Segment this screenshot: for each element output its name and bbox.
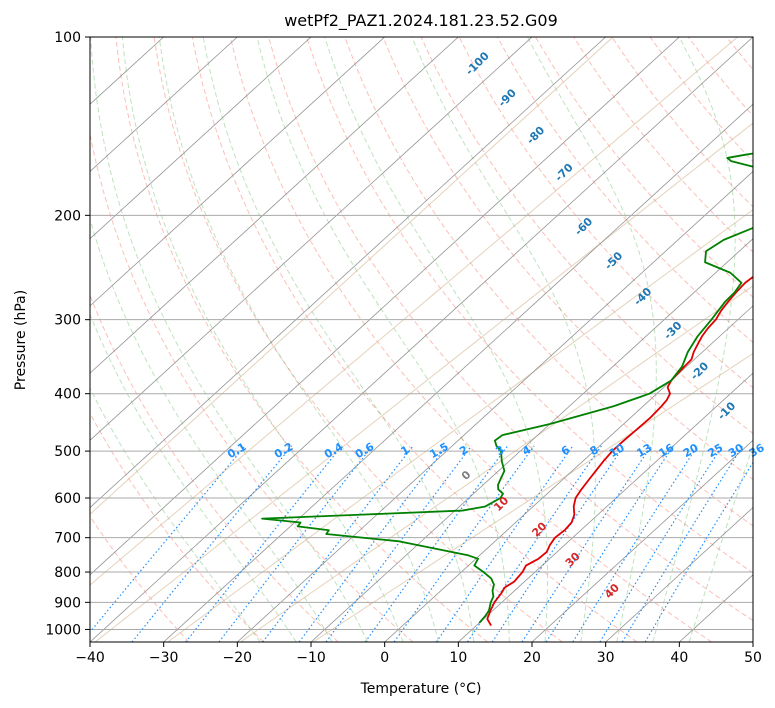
- x-tick-label: 30: [597, 650, 615, 666]
- moist-adiabat: [652, 37, 736, 642]
- y-tick-label: 300: [54, 313, 81, 329]
- dry-adiabat: [268, 37, 753, 622]
- isotherm: [90, 37, 606, 509]
- x-tick-label: −10: [296, 650, 326, 666]
- mixing-ratio-line: [298, 445, 448, 642]
- isotherm: [90, 37, 459, 374]
- mixing-ratio-line: [521, 445, 652, 642]
- isotherm: [237, 170, 753, 642]
- mixing-ratio-line: [218, 445, 373, 642]
- x-tick-label: 50: [744, 650, 762, 666]
- x-tick-label: −40: [75, 650, 105, 666]
- x-tick-label: 10: [449, 650, 467, 666]
- x-tick-label: 0: [380, 650, 389, 666]
- plot-frame: [89, 36, 754, 643]
- y-tick-label: 800: [54, 565, 81, 581]
- y-tick-label: 500: [54, 444, 81, 460]
- moist-adiabat: [202, 37, 475, 642]
- y-tick-label: 200: [54, 208, 81, 224]
- isotherm: [90, 37, 533, 441]
- isotherm: [90, 37, 753, 642]
- x-tick-label: −30: [149, 650, 179, 666]
- mixing-ratio-line: [90, 445, 246, 634]
- y-tick-label: 600: [54, 491, 81, 507]
- axis-layer: −40 −30 −20 −10 0 10 20 30 40 50 100 200 300 400 500 60…: [45, 30, 762, 666]
- mixing-ratio-line: [599, 445, 723, 642]
- grid-layer: [90, 37, 753, 642]
- curved-background-line: [90, 37, 614, 515]
- plot-area: [90, 37, 753, 642]
- dry-adiabat: [191, 37, 638, 642]
- mixing-ratio-line: [644, 461, 753, 642]
- dry-adiabat: [306, 37, 753, 574]
- y-tick-label: 100: [54, 30, 81, 46]
- mixing-ratio-line: [491, 445, 625, 642]
- isotherm: [90, 37, 312, 240]
- isotherm: [90, 37, 385, 307]
- isotherm: [90, 37, 680, 576]
- mixing-ratio-line: [185, 445, 343, 642]
- dewpoint-profile: [261, 152, 753, 624]
- isotherm: [310, 238, 753, 642]
- dry-adiabat: [535, 37, 753, 298]
- curved-background-line: [240, 285, 753, 642]
- moist-adiabat: [90, 386, 261, 642]
- mixing-ratio-line: [621, 445, 744, 642]
- moist-adiabat: [688, 443, 753, 642]
- isotherm: [605, 507, 753, 642]
- dry-adiabat: [229, 37, 712, 642]
- isotherm: [163, 103, 753, 642]
- isotherm: [384, 305, 753, 642]
- x-tick-label: −20: [223, 650, 253, 666]
- y-tick-label: 900: [54, 595, 81, 611]
- x-axis-title: Temperature (°C): [360, 681, 482, 697]
- curved-background-line: [90, 37, 738, 586]
- moist-adiabat: [90, 313, 297, 642]
- mixing-ratio-line: [364, 445, 509, 642]
- mixing-ratio-line: [572, 445, 699, 642]
- dry-adiabat: [420, 37, 753, 435]
- moist-adiabat: [324, 37, 549, 642]
- series-layer: [261, 152, 753, 627]
- x-tick-label: 40: [670, 650, 688, 666]
- dry-adiabat: [497, 37, 753, 344]
- isotherm: [458, 372, 753, 642]
- dry-adiabat: [153, 37, 563, 642]
- isotherm: [531, 439, 753, 642]
- curved-background-line: [312, 352, 753, 642]
- mixing-ratio-line: [435, 445, 574, 642]
- curved-background-line: [167, 209, 753, 642]
- y-tick-label: 1000: [45, 622, 81, 638]
- y-tick-label: 400: [54, 387, 81, 403]
- curved-background-line: [94, 122, 753, 642]
- moist-adiabat: [256, 37, 510, 642]
- mixing-ratio-line: [262, 445, 414, 642]
- mixing-ratio-line: [393, 445, 535, 642]
- isotherm: [90, 37, 238, 172]
- moist-adiabat: [158, 37, 439, 642]
- y-axis-title: Pressure (hPa): [13, 290, 29, 390]
- moist-adiabat: [411, 37, 596, 642]
- dry-adiabat: [115, 37, 488, 642]
- moist-adiabat: [121, 37, 404, 642]
- x-tick-label: 20: [523, 650, 541, 666]
- chart-title: wetPf2_PAZ1.2024.181.23.52.G09: [284, 11, 558, 31]
- moist-adiabat: [90, 217, 333, 642]
- mixing-ratio-line: [545, 445, 674, 642]
- y-tick-label: 700: [54, 531, 81, 547]
- dry-adiabat: [90, 412, 264, 642]
